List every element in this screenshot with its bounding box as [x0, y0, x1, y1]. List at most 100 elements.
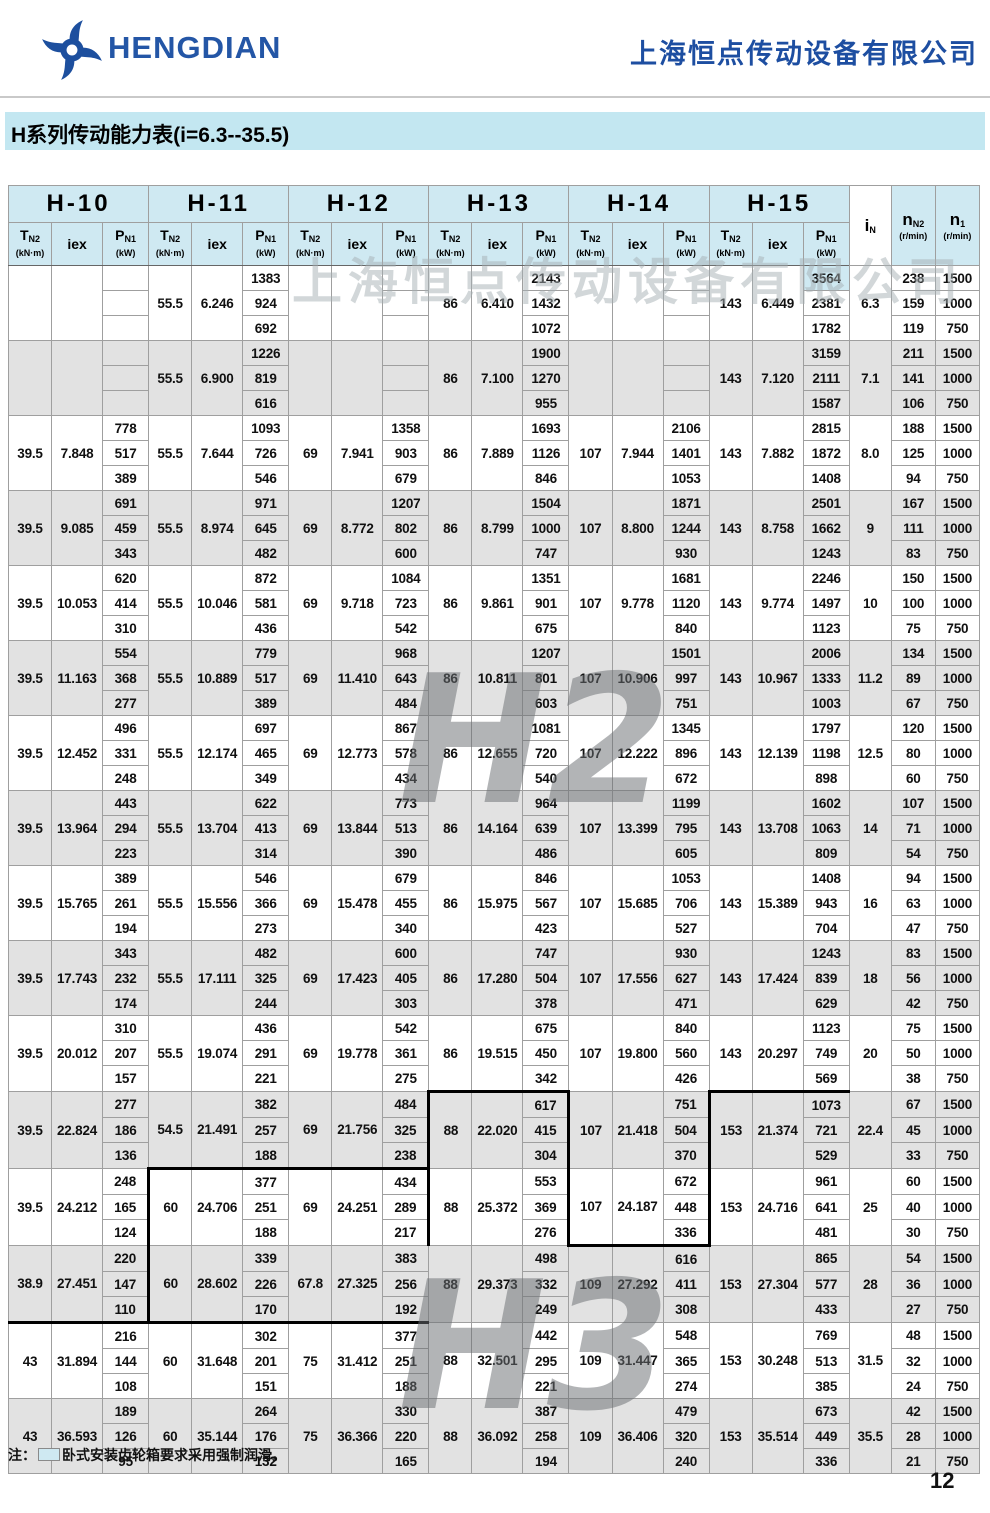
tn2-cell: 69 — [288, 1167, 333, 1246]
pn1-cell: 691 — [102, 490, 150, 516]
pn1-cell: 603 — [522, 690, 570, 716]
pn1-cell: 968 — [382, 640, 430, 666]
iex-cell: 15.975 — [471, 865, 524, 941]
nn2-cell: 120 — [890, 715, 936, 741]
iex-cell: 21.374 — [751, 1090, 804, 1169]
pn1-cell — [382, 265, 430, 291]
nn2-cell: 211 — [890, 340, 936, 366]
in-cell: 20 — [848, 1015, 892, 1092]
tn2-cell: 107 — [568, 415, 613, 491]
pn1-cell: 1587 — [802, 390, 850, 416]
iex-cell: 12.222 — [611, 715, 664, 791]
pn1-cell: 2106 — [662, 415, 710, 441]
n1-cell: 1000 — [934, 290, 981, 316]
iex-cell: 10.811 — [471, 640, 524, 716]
pn1-cell: 1797 — [802, 715, 850, 741]
pn1-cell: 108 — [102, 1373, 150, 1399]
tn2-cell: 143 — [708, 490, 753, 566]
tn2-cell: 86 — [428, 790, 473, 866]
iex-cell: 7.889 — [471, 415, 524, 491]
tn2-cell: 143 — [708, 340, 753, 416]
tn2-cell: 109 — [568, 1322, 613, 1399]
iex-cell: 17.280 — [471, 940, 524, 1016]
n1-cell: 750 — [934, 315, 981, 341]
nn2-cell: 40 — [890, 1194, 936, 1220]
pn1-cell: 459 — [102, 515, 150, 541]
tn2-cell: 107 — [568, 490, 613, 566]
iex-cell: 12.174 — [191, 715, 244, 791]
nn2-cell: 75 — [890, 1015, 936, 1041]
iex-cell: 15.389 — [751, 865, 804, 941]
model-header-H-12: H-12 — [288, 185, 430, 223]
pn1-cell: 216 — [102, 1322, 150, 1349]
pn1-cell: 411 — [662, 1271, 710, 1297]
iex-cell: 28.602 — [191, 1245, 244, 1324]
brand-name: HENGDIAN — [108, 30, 282, 65]
tn2-cell: 55.5 — [148, 340, 193, 416]
iex-cell: 13.844 — [331, 790, 384, 866]
nn2-cell: 60 — [890, 1168, 936, 1195]
pn1-cell: 132 — [242, 1448, 290, 1474]
n1-cell: 1000 — [934, 590, 981, 616]
n1-cell: 1500 — [934, 265, 981, 291]
tn2-cell — [7, 265, 53, 341]
iex-cell: 17.423 — [331, 940, 384, 1016]
pn1-cell: 751 — [662, 690, 710, 716]
pn1-cell: 504 — [662, 1117, 710, 1143]
pn1-cell: 747 — [522, 940, 570, 966]
pn1-cell: 484 — [382, 1091, 430, 1118]
pn1-cell: 1084 — [382, 565, 430, 591]
pn1-header: PN1 (kW) — [242, 222, 290, 266]
pn1-cell: 1123 — [802, 615, 850, 641]
n1-cell: 1000 — [934, 440, 981, 466]
tn2-cell: 107 — [568, 1168, 613, 1247]
n1-cell: 750 — [934, 1142, 981, 1169]
pn1-cell: 377 — [382, 1322, 430, 1349]
n1-cell: 750 — [934, 615, 981, 641]
pn1-cell — [662, 315, 710, 341]
nn2-cell: 75 — [890, 615, 936, 641]
pn1-cell: 819 — [242, 365, 290, 391]
pn1-cell: 809 — [802, 840, 850, 866]
pn1-cell: 1681 — [662, 565, 710, 591]
n1-cell: 750 — [934, 840, 981, 866]
pn1-cell: 423 — [522, 915, 570, 941]
iex-cell: 9.718 — [331, 565, 384, 641]
nn2-cell: 38 — [890, 1065, 936, 1092]
iex-cell: 11.163 — [51, 640, 104, 716]
tn2-cell — [7, 340, 53, 416]
pn1-cell: 1345 — [662, 715, 710, 741]
tn2-cell: 38.9 — [7, 1245, 53, 1324]
pn1-cell: 449 — [802, 1423, 850, 1449]
page-title-bar: H系列传动能力表(i=6.3--35.5) — [5, 112, 985, 150]
nn2-cell: 63 — [890, 890, 936, 916]
in-cell: 16 — [848, 865, 892, 941]
iex-cell: 35.514 — [751, 1398, 804, 1474]
tn2-cell: 86 — [428, 265, 473, 341]
n1-cell: 750 — [934, 1373, 981, 1399]
pn1-cell: 365 — [662, 1348, 710, 1374]
pn1-cell: 304 — [522, 1142, 571, 1169]
pn1-cell: 627 — [662, 965, 710, 991]
iex-cell: 21.418 — [611, 1091, 664, 1169]
in-cell: 25 — [848, 1168, 892, 1246]
pn1-cell: 1003 — [802, 690, 850, 716]
pn1-cell — [382, 340, 430, 366]
nn2-cell: 27 — [890, 1296, 936, 1323]
iex-cell — [51, 265, 104, 341]
tn2-cell: 86 — [428, 865, 473, 941]
iex-cell: 6.900 — [191, 340, 244, 416]
nn2-cell: 83 — [890, 940, 936, 966]
tn2-cell: 55.5 — [148, 265, 193, 341]
n1-cell: 750 — [934, 915, 981, 941]
pn1-cell: 264 — [242, 1398, 290, 1424]
iex-cell: 6.449 — [751, 265, 804, 341]
tn2-cell — [568, 265, 613, 341]
pn1-cell: 622 — [242, 790, 290, 816]
pn1-cell: 1602 — [802, 790, 850, 816]
n1-cell: 750 — [934, 1296, 981, 1323]
n1-cell: 1500 — [934, 415, 981, 441]
pn1-cell: 560 — [662, 1040, 710, 1066]
pn1-cell: 504 — [522, 965, 570, 991]
pn1-header: PN1 (kW) — [102, 222, 150, 266]
